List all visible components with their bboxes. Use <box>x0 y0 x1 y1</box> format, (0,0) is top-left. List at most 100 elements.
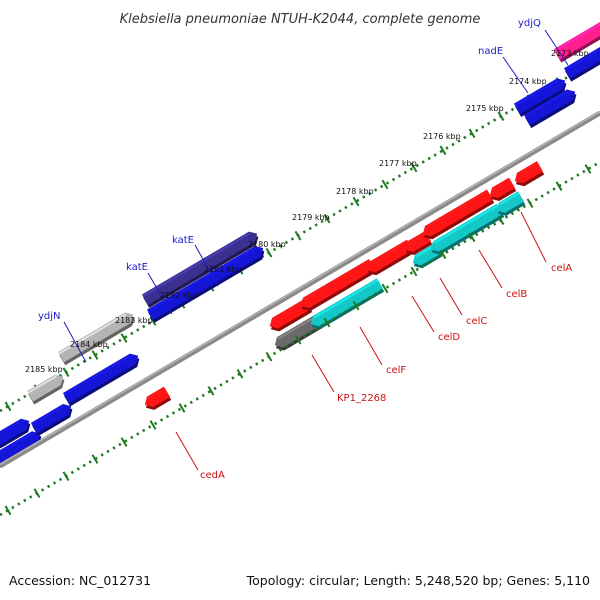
inner-major-tick <box>323 317 331 328</box>
gene-label-cedA[interactable]: cedA <box>200 470 225 481</box>
gene-segment-katE-highlight <box>147 246 257 313</box>
outer-major-tick <box>439 145 447 156</box>
inner-tick-track <box>0 160 600 517</box>
gene-label-celA[interactable]: celA <box>551 263 572 274</box>
inner-major-tick <box>381 283 389 294</box>
gene-segment-celB-highlight <box>499 192 520 206</box>
tick-label: 2178 kbp <box>336 187 374 196</box>
gene-segment-celD[interactable] <box>366 239 414 273</box>
gene-segment-celF[interactable] <box>300 258 376 309</box>
outer-major-tick <box>352 196 360 207</box>
inner-major-tick <box>439 249 447 260</box>
gene-segment-blue-highlight <box>564 48 600 71</box>
gene-segment-celB[interactable] <box>422 189 494 237</box>
inner-major-tick <box>4 505 12 516</box>
gene-segment-blue[interactable] <box>30 403 72 434</box>
gene-label-katE[interactable]: katE <box>172 235 194 246</box>
gene-label-celC[interactable]: celC <box>466 316 487 327</box>
gene-segment-celA[interactable] <box>489 177 516 198</box>
gene-segment-celC[interactable] <box>430 203 504 252</box>
gene-segment-KP1_2268[interactable] <box>274 314 322 348</box>
gene-segment-celD-highlight <box>369 240 409 265</box>
inner-major-tick <box>207 386 215 396</box>
gene-segment-celC-highlight <box>433 204 499 244</box>
tick-label: 2181 kbp <box>204 265 242 274</box>
outer-major-tick <box>4 401 12 412</box>
tick-label: 2173 kbp <box>551 49 589 58</box>
genome-backbone <box>0 110 600 469</box>
gene-segment-cedA[interactable] <box>144 386 171 407</box>
gene-segment-nadE[interactable] <box>523 89 576 126</box>
gene-segment-blue[interactable] <box>0 431 41 464</box>
outer-major-tick <box>468 128 476 139</box>
inner-major-tick <box>62 471 70 481</box>
gene-label-KP1_2268[interactable]: KP1_2268 <box>337 393 386 404</box>
inner-major-tick <box>91 454 99 464</box>
tick-labels: 2173 kbp 2174 kbp 2175 kbp 2176 kbp 2177… <box>25 49 589 374</box>
gene-label-katE[interactable]: katE <box>126 262 148 273</box>
gene-segment-KP1_2268-highlight <box>277 315 317 340</box>
gene-segment-celB[interactable] <box>496 191 525 213</box>
forward-gene-labels: ydjQ nadE katE katE ydjN <box>38 18 541 322</box>
gene-label-nadE[interactable]: nadE <box>478 46 503 57</box>
gene-segment-celF-highlight <box>272 299 307 321</box>
gene-segment-katE[interactable] <box>141 231 258 305</box>
outer-major-tick <box>323 213 331 224</box>
gene-segment-celC-highlight <box>407 231 427 245</box>
gene-segment-ydjN-part[interactable] <box>26 374 64 402</box>
gene-label-ydjN[interactable]: ydjN <box>38 311 61 322</box>
inner-major-tick <box>410 266 418 277</box>
tick-label: 2175 kbp <box>466 104 504 113</box>
map-title: Klebsiella pneumoniae NTUH-K2044, comple… <box>120 12 481 27</box>
inner-major-tick <box>265 351 273 362</box>
gene-segment-blue[interactable] <box>62 353 139 404</box>
gene-features <box>0 22 600 468</box>
outer-major-tick <box>149 316 157 326</box>
outer-tick-track <box>0 56 600 413</box>
gene-segment-blue-highlight <box>31 404 65 426</box>
outer-major-tick <box>120 333 128 343</box>
gene-segment-celF[interactable] <box>269 298 312 329</box>
gene-label-celB[interactable]: celB <box>506 289 527 300</box>
outer-major-tick <box>62 367 70 377</box>
tick-label: 2176 kbp <box>423 132 461 141</box>
gene-segment-celA[interactable] <box>514 161 544 184</box>
gene-segment-nadE[interactable] <box>513 78 566 115</box>
inner-major-tick <box>236 368 244 379</box>
gene-segment-celF-highlight <box>303 259 371 301</box>
inner-major-tick <box>526 198 534 208</box>
gene-segment-gray[interactable] <box>57 312 134 363</box>
gene-segment-celF-highlight <box>313 279 379 319</box>
tick-label: 2183 kbp <box>115 316 153 325</box>
gene-label-celF[interactable]: celF <box>386 365 406 376</box>
outer-major-ticks <box>4 60 592 412</box>
inner-major-tick <box>294 334 302 345</box>
outer-major-tick <box>91 350 99 360</box>
gene-segment-katE[interactable] <box>146 246 264 320</box>
inner-major-tick <box>120 437 128 447</box>
inner-major-tick <box>584 164 592 174</box>
tick-label: 2177 kbp <box>379 159 417 168</box>
gene-segment-blue[interactable] <box>0 418 30 446</box>
inner-major-tick <box>178 403 186 413</box>
gene-segment-gray-highlight <box>58 313 127 355</box>
gene-segment-nadE-highlight <box>514 79 559 107</box>
outer-major-tick <box>497 111 505 122</box>
inner-major-tick <box>352 300 360 311</box>
gene-segment-celF[interactable] <box>310 278 384 327</box>
outer-major-tick <box>294 230 302 241</box>
inner-major-tick <box>555 181 563 191</box>
inner-major-tick <box>497 215 505 226</box>
gene-segment-nadE-highlight <box>524 90 569 118</box>
gene-label-ydjQ[interactable]: ydjQ <box>518 18 541 29</box>
gene-segment-blue-highlight <box>63 354 132 396</box>
gene-segment-celA-highlight <box>492 178 511 191</box>
inner-major-tick <box>468 232 476 243</box>
gene-label-celD[interactable]: celD <box>438 332 460 343</box>
inner-major-tick <box>33 488 41 499</box>
gene-segment-cedA-highlight <box>147 387 166 400</box>
outer-major-tick <box>381 179 389 190</box>
reverse-gene-labels: celA celB celC celD celF KP1_2268 cedA <box>200 263 572 481</box>
gene-segment-celA-highlight <box>517 161 539 176</box>
